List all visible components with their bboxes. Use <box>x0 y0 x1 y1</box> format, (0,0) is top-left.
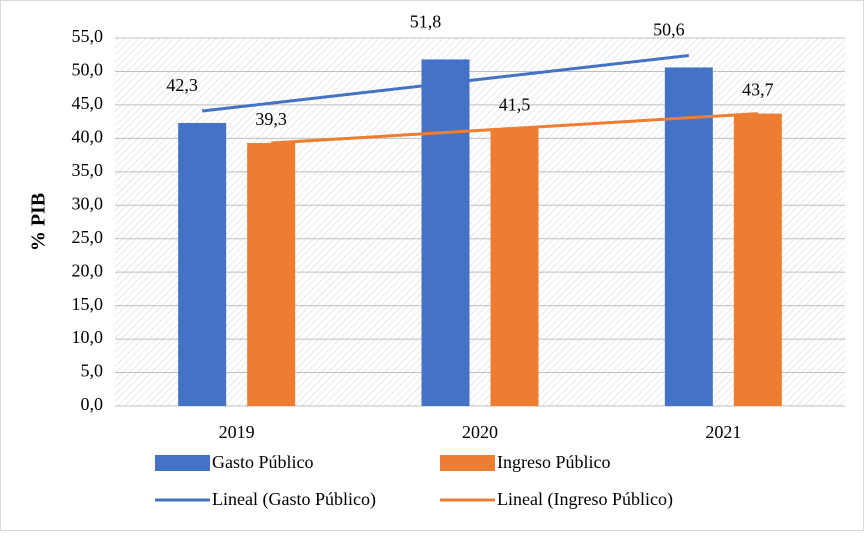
x-tick-label: 2021 <box>705 422 741 442</box>
legend-swatch <box>155 455 210 471</box>
y-tick-label: 45,0 <box>72 93 104 113</box>
bar <box>178 122 227 406</box>
y-tick-label: 55,0 <box>72 26 104 46</box>
y-axis-title: % PIB <box>28 193 50 251</box>
x-tick-label: 2020 <box>462 422 498 442</box>
y-tick-label: 30,0 <box>72 193 104 213</box>
y-tick-label: 10,0 <box>72 327 104 347</box>
legend-label: Lineal (Ingreso Público) <box>497 489 673 510</box>
data-label: 39,3 <box>255 109 287 129</box>
bar <box>490 128 539 406</box>
legend-label: Ingreso Público <box>497 452 610 472</box>
y-tick-label: 25,0 <box>72 227 104 247</box>
y-tick-label: 20,0 <box>72 260 104 280</box>
y-tick-label: 0,0 <box>81 394 104 414</box>
x-tick-label: 2019 <box>219 422 255 442</box>
bar <box>247 143 296 406</box>
y-tick-label: 40,0 <box>72 126 104 146</box>
data-label: 51,8 <box>410 12 442 32</box>
bar <box>421 59 470 406</box>
data-label: 43,7 <box>742 80 774 100</box>
bar <box>664 67 713 406</box>
y-tick-label: 50,0 <box>72 60 104 80</box>
y-tick-label: 15,0 <box>72 294 104 314</box>
plot-background <box>115 38 845 406</box>
data-label: 41,5 <box>499 94 531 114</box>
legend-label: Lineal (Gasto Público) <box>212 489 376 510</box>
y-tick-label: 5,0 <box>81 361 104 381</box>
y-tick-label: 35,0 <box>72 160 104 180</box>
trend-line <box>201 54 690 113</box>
legend-label: Gasto Público <box>212 452 314 472</box>
bar <box>733 113 782 406</box>
legend-swatch <box>440 455 495 471</box>
data-label: 50,6 <box>653 20 685 40</box>
data-label: 42,3 <box>166 75 198 95</box>
trend-line <box>271 112 758 145</box>
